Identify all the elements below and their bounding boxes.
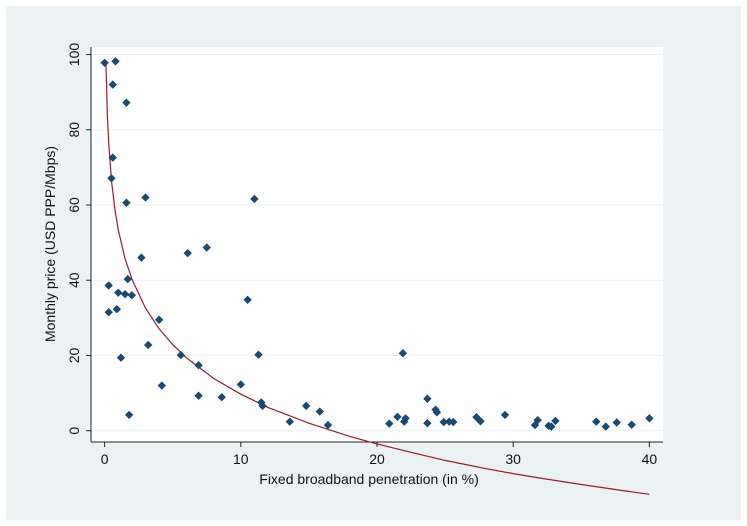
y-tick-label: 100 [66, 43, 82, 67]
chart-figure: 0 10 20 30 40 0 20 40 60 80 100 Fixed broadband pe… [6, 6, 741, 520]
y-axis-label: Monthly price (USD PPP/Mbps) [42, 146, 58, 342]
x-tick-label: 20 [369, 451, 385, 467]
x-tick-label: 40 [642, 451, 658, 467]
scatter-chart: 0 10 20 30 40 0 20 40 60 80 100 Fixed broadband pe… [6, 6, 741, 520]
x-tick-label: 30 [505, 451, 521, 467]
plot-area [91, 47, 663, 442]
x-axis-label: Fixed broadband penetration (in %) [259, 471, 478, 487]
x-tick-label: 10 [233, 451, 249, 467]
y-tick-label: 0 [66, 427, 82, 435]
y-tick-label: 80 [66, 122, 82, 138]
x-tick-label: 0 [101, 451, 109, 467]
y-tick-label: 40 [66, 272, 82, 288]
y-tick-label: 20 [66, 347, 82, 363]
y-tick-label: 60 [66, 197, 82, 213]
